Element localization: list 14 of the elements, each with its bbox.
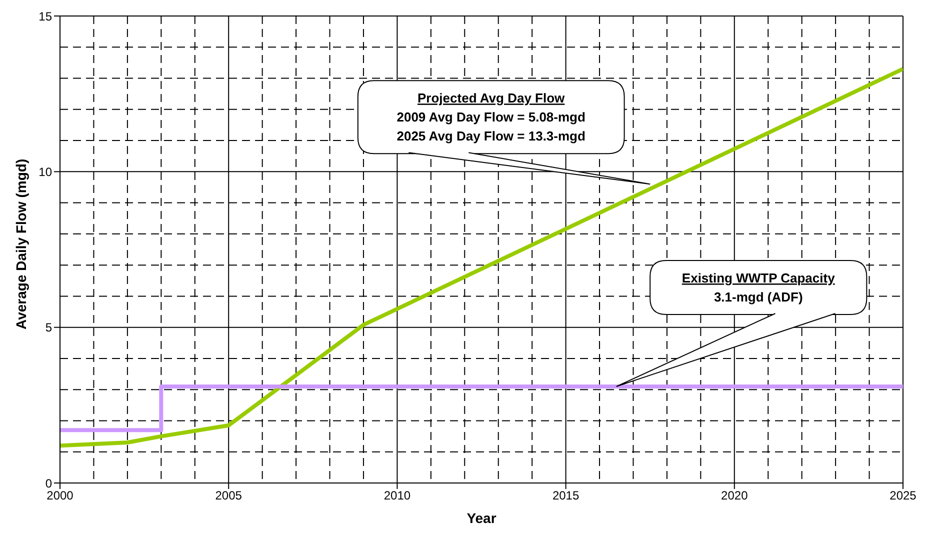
x-tick-label: 2010 [384,488,411,503]
x-tick-label: 2000 [46,488,74,503]
y-tick-label: 15 [38,9,52,24]
y-tick-label: 5 [45,320,52,335]
x-tick-label: 2015 [552,488,580,503]
x-tick-label: 2005 [215,488,242,503]
annotation: Existing WWTP Capacity 3.1-mgd (ADF) [682,270,836,304]
x-tick-label: 2025 [890,488,917,503]
x-tick-label: 2020 [721,488,748,503]
annotation: Projected Avg Day Flow 2009 Avg Day Flow = 5.08-mgd 2025 Avg Day Flow = 13.3-mgd [396,90,586,144]
y-tick-label: 10 [38,164,52,179]
y-axis-title: Average Daily Flow (mgd) [12,158,29,330]
x-axis-title: Year [466,510,497,526]
y-tick-label: 0 [45,476,52,490]
